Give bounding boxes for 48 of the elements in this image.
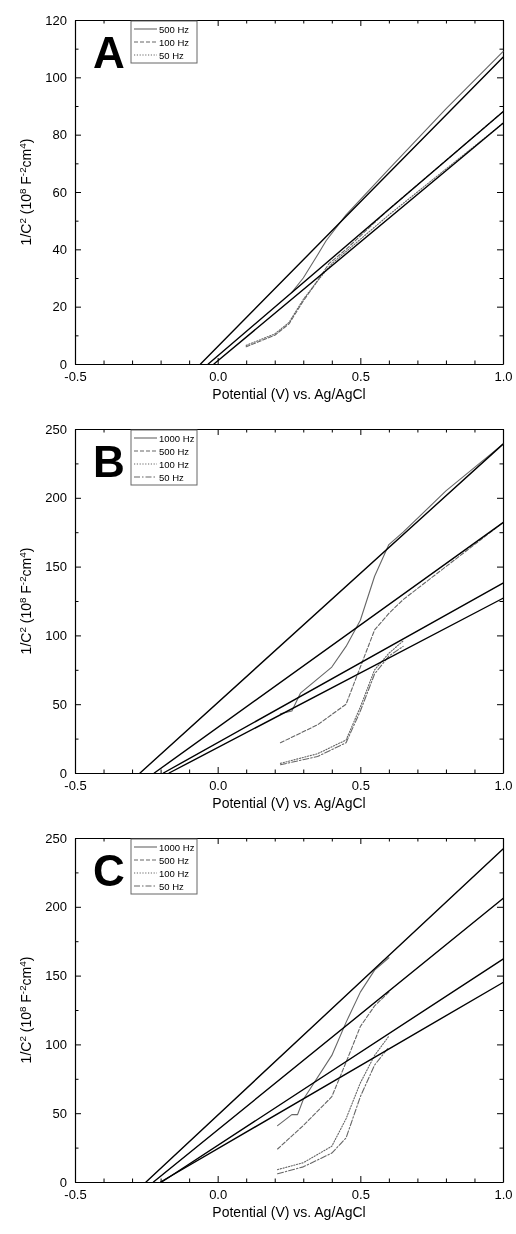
annotation: A (93, 28, 125, 77)
x-tick-label: 0.5 (351, 369, 370, 385)
x-tick-label: 1.0 (494, 1187, 513, 1203)
y-tick-label: 60 (52, 184, 67, 200)
y-tick-label: 100 (45, 69, 67, 85)
legend-label: 500 Hz (159, 854, 190, 866)
x-tick-label: 0.0 (209, 778, 228, 794)
legend-label: 100 Hz (159, 36, 190, 48)
y-tick-label: 100 (45, 628, 67, 644)
y-tick-label: 50 (52, 696, 67, 712)
x-tick-label: 0.5 (351, 1187, 370, 1203)
y-tick-label: 80 (52, 127, 67, 143)
x-tick-label: 0.0 (209, 1187, 228, 1203)
legend-label: 100 Hz (159, 458, 190, 470)
y-tick-label: 200 (45, 490, 67, 506)
y-tick-label: 50 (52, 1105, 67, 1121)
y-tick-label: 120 (45, 12, 67, 28)
legend-label: 500 Hz (159, 23, 190, 35)
x-axis-title: Potential (V) vs. Ag/AgCl (212, 795, 366, 811)
y-tick-label: 250 (45, 830, 67, 846)
x-tick-label: 0.0 (209, 369, 228, 385)
y-tick-label: 20 (52, 299, 67, 315)
legend-label: 1000 Hz (159, 841, 195, 853)
x-tick-label: 1.0 (494, 778, 513, 794)
y-tick-label: 0 (59, 356, 67, 372)
annotation: B (93, 437, 125, 486)
x-axis-title: Potential (V) vs. Ag/AgCl (212, 386, 366, 402)
y-tick-label: 250 (45, 421, 67, 437)
x-tick-label: 1.0 (494, 369, 513, 385)
x-tick-label: 0.5 (351, 778, 370, 794)
y-tick-label: 40 (52, 241, 67, 257)
x-tick-label: -0.5 (64, 369, 87, 385)
legend-label: 50 Hz (159, 49, 185, 61)
legend-label: 1000 Hz (159, 432, 195, 444)
y-tick-label: 150 (45, 968, 67, 984)
legend-label: 100 Hz (159, 867, 190, 879)
y-tick-label: 150 (45, 559, 67, 575)
x-tick-label: -0.5 (64, 1187, 87, 1203)
y-tick-label: 200 (45, 899, 67, 915)
annotation: C (93, 846, 125, 895)
y-tick-label: 0 (59, 765, 67, 781)
legend-label: 500 Hz (159, 445, 190, 457)
y-tick-label: 0 (59, 1174, 67, 1190)
legend-label: 50 Hz (159, 471, 185, 483)
legend-label: 50 Hz (159, 880, 185, 892)
x-axis-title: Potential (V) vs. Ag/AgCl (212, 1204, 366, 1220)
x-tick-label: -0.5 (64, 778, 87, 794)
y-tick-label: 100 (45, 1037, 67, 1053)
